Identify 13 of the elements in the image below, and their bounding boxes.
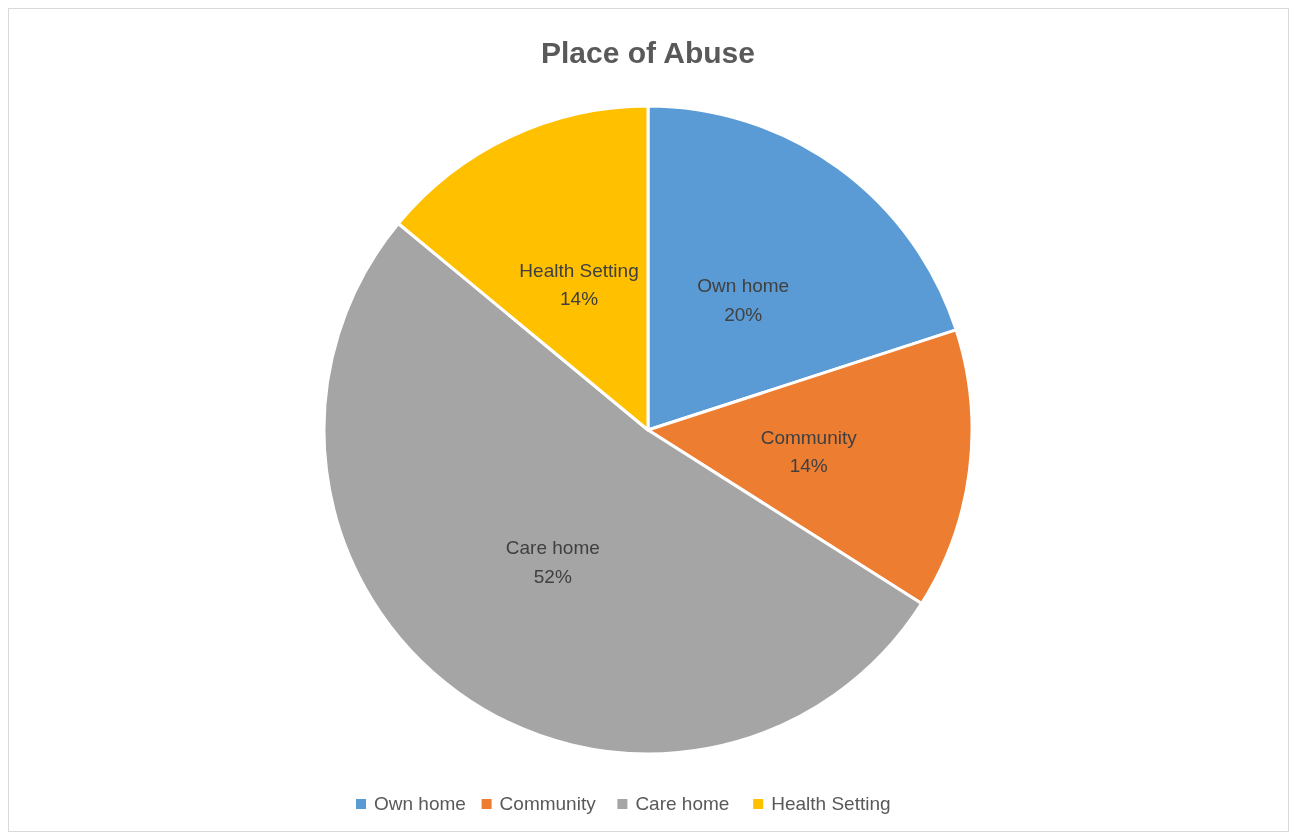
legend-label: Community [499, 793, 597, 814]
legend-label: Own home [374, 793, 466, 814]
slice-label: Own home [697, 275, 790, 297]
data-label: 14% [789, 455, 828, 477]
slice-label: Care home [505, 537, 600, 559]
legend-label: Health Setting [771, 793, 891, 814]
data-label: 14% [560, 288, 599, 310]
slice-label: Community [760, 426, 858, 448]
data-label: 52% [533, 565, 572, 587]
slice-label: Health Setting [519, 259, 639, 281]
legend-label: Care home [635, 793, 730, 814]
data-label: 20% [724, 303, 763, 325]
chart-title: Place of Abuse [541, 36, 755, 69]
